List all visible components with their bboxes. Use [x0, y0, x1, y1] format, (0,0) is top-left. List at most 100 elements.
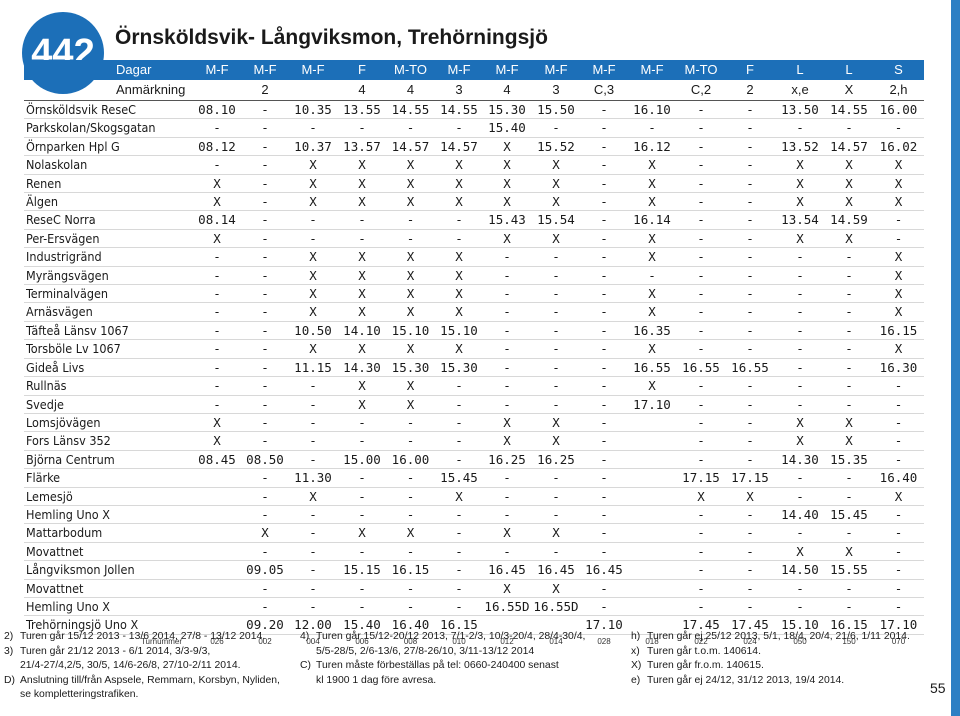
table-row: Hemling Uno X - - - - -16.55D 16.55D - - - - - -	[24, 597, 924, 617]
remark-label: Anmärkning	[24, 80, 192, 101]
departure-cell: 08.45	[192, 450, 242, 470]
departure-cell: -	[435, 523, 483, 543]
stop-name: ReseC Norra	[24, 210, 192, 230]
departure-cell: X	[435, 247, 483, 267]
table-row: Myrängsvägen - - X X X X - - - - - - - - X	[24, 266, 924, 286]
departure-cell: -	[531, 302, 581, 322]
departure-cell: -	[386, 413, 435, 433]
departure-cell: -	[288, 118, 338, 138]
day-cell: M-TO	[386, 60, 435, 80]
departure-cell: 10.37	[288, 137, 338, 157]
departure-cell: X	[825, 542, 873, 562]
departure-cell: -	[725, 100, 775, 120]
departure-cell: X	[435, 155, 483, 175]
departure-cell: -	[581, 468, 627, 488]
departure-cell: -	[242, 118, 288, 138]
departure-cell: -	[725, 560, 775, 580]
departure-cell: -	[288, 450, 338, 470]
remark-cell: x,e	[775, 80, 825, 101]
departure-cell: -	[775, 321, 825, 341]
departure-cell: 16.10	[627, 100, 677, 120]
page-title: Örnsköldsvik- Långviksmon, Trehörningsjö	[115, 26, 548, 49]
departure-cell: X	[288, 247, 338, 267]
departure-cell: -	[242, 137, 288, 157]
departure-cell: X	[483, 137, 531, 157]
day-cell: M-F	[627, 60, 677, 80]
table-row: Gideå Livs - -11.15 14.30 15.30 15.30- - -16.55…	[24, 358, 924, 378]
departure-cell: -	[775, 284, 825, 304]
departure-cell: -	[725, 118, 775, 138]
departure-cell: X	[338, 247, 386, 267]
departure-cell: -	[873, 395, 924, 414]
departure-cell: -	[873, 505, 924, 525]
departure-cell: -	[288, 560, 338, 580]
timetable: Dagar M-F M-F M-F F M-TO M-F M-F M-F M-F M-F M-TO F L…	[24, 60, 924, 648]
departure-cell: -	[725, 192, 775, 212]
page-edge-bar	[951, 0, 960, 716]
departure-cell: -	[192, 155, 242, 175]
departure-cell: 16.25	[483, 450, 531, 470]
departure-cell: -	[873, 560, 924, 580]
departure-cell: -	[677, 229, 725, 249]
departure-cell: X	[483, 413, 531, 433]
departure-cell: 14.30	[775, 450, 825, 470]
trip-number-cell: 006	[338, 633, 386, 648]
departure-cell: 17.10	[581, 615, 627, 635]
departure-cell: -	[192, 118, 242, 138]
departure-cell: -	[775, 376, 825, 396]
departure-cell: -	[483, 395, 531, 414]
footnote-key: D)	[4, 674, 15, 686]
departure-cell: 16.45	[531, 560, 581, 580]
departure-cell: X	[873, 247, 924, 267]
departure-cell: -	[725, 247, 775, 267]
departure-cell: -	[725, 155, 775, 175]
days-header-row: Dagar M-F M-F M-F F M-TO M-F M-F M-F M-F M-F M-TO F L…	[24, 60, 924, 80]
footnote-line: e) Turen går ej 24/12, 31/12 2013, 19/4 2…	[631, 674, 910, 689]
departure-cell: 15.00	[338, 450, 386, 470]
departure-cell: -	[825, 266, 873, 286]
table-row: Lomsjövägen X - - - - - X X - - - X X -	[24, 413, 924, 433]
departure-cell: X	[386, 339, 435, 359]
departure-cell: -	[242, 266, 288, 286]
departure-cell: -	[483, 542, 531, 562]
departure-cell: -	[677, 523, 725, 543]
departure-cell: 16.55	[725, 358, 775, 378]
stop-name: Mattarbodum	[24, 523, 192, 543]
departure-cell: -	[483, 247, 531, 267]
departure-cell: -	[677, 413, 725, 433]
departure-cell: -	[288, 229, 338, 249]
departure-cell: 09.20	[242, 615, 288, 635]
footnote-text: Turen går ej 24/12, 31/12 2013, 19/4 201…	[647, 674, 845, 686]
departure-cell: -	[242, 413, 288, 433]
departure-cell: 13.52	[775, 137, 825, 157]
departure-cell: -	[483, 468, 531, 488]
departure-cell: -	[873, 413, 924, 433]
departure-cell: -	[288, 395, 338, 414]
departure-cell: 16.25	[531, 450, 581, 470]
departure-cell: 16.35	[627, 321, 677, 341]
departure-cell: 15.30	[435, 358, 483, 378]
departure-cell: -	[386, 505, 435, 525]
departure-cell: 09.05	[242, 560, 288, 580]
departure-cell: -	[825, 579, 873, 598]
departure-cell: -	[581, 192, 627, 212]
departure-cell: -	[338, 229, 386, 249]
departure-cell: 16.15	[435, 615, 483, 635]
departure-cell: 13.57	[338, 137, 386, 157]
departure-cell: X	[627, 376, 677, 396]
footnote-line: 21/4-27/4,2/5, 30/5, 14/6-26/8, 27/10-2/…	[4, 659, 280, 674]
departure-cell	[627, 542, 677, 562]
departure-cell: -	[386, 229, 435, 249]
departure-cell: -	[338, 118, 386, 138]
departure-cell: -	[386, 542, 435, 562]
departure-cell: -	[677, 174, 725, 194]
departure-cell: -	[825, 523, 873, 543]
departure-cell: X	[288, 174, 338, 194]
departure-cell: X	[873, 284, 924, 304]
stop-name: Lemesjö	[24, 487, 192, 506]
departure-cell: 15.40	[483, 118, 531, 138]
stop-name: Björna Centrum	[24, 450, 192, 470]
departure-cell: -	[242, 487, 288, 506]
departure-cell: X	[825, 192, 873, 212]
day-cell: M-F	[483, 60, 531, 80]
